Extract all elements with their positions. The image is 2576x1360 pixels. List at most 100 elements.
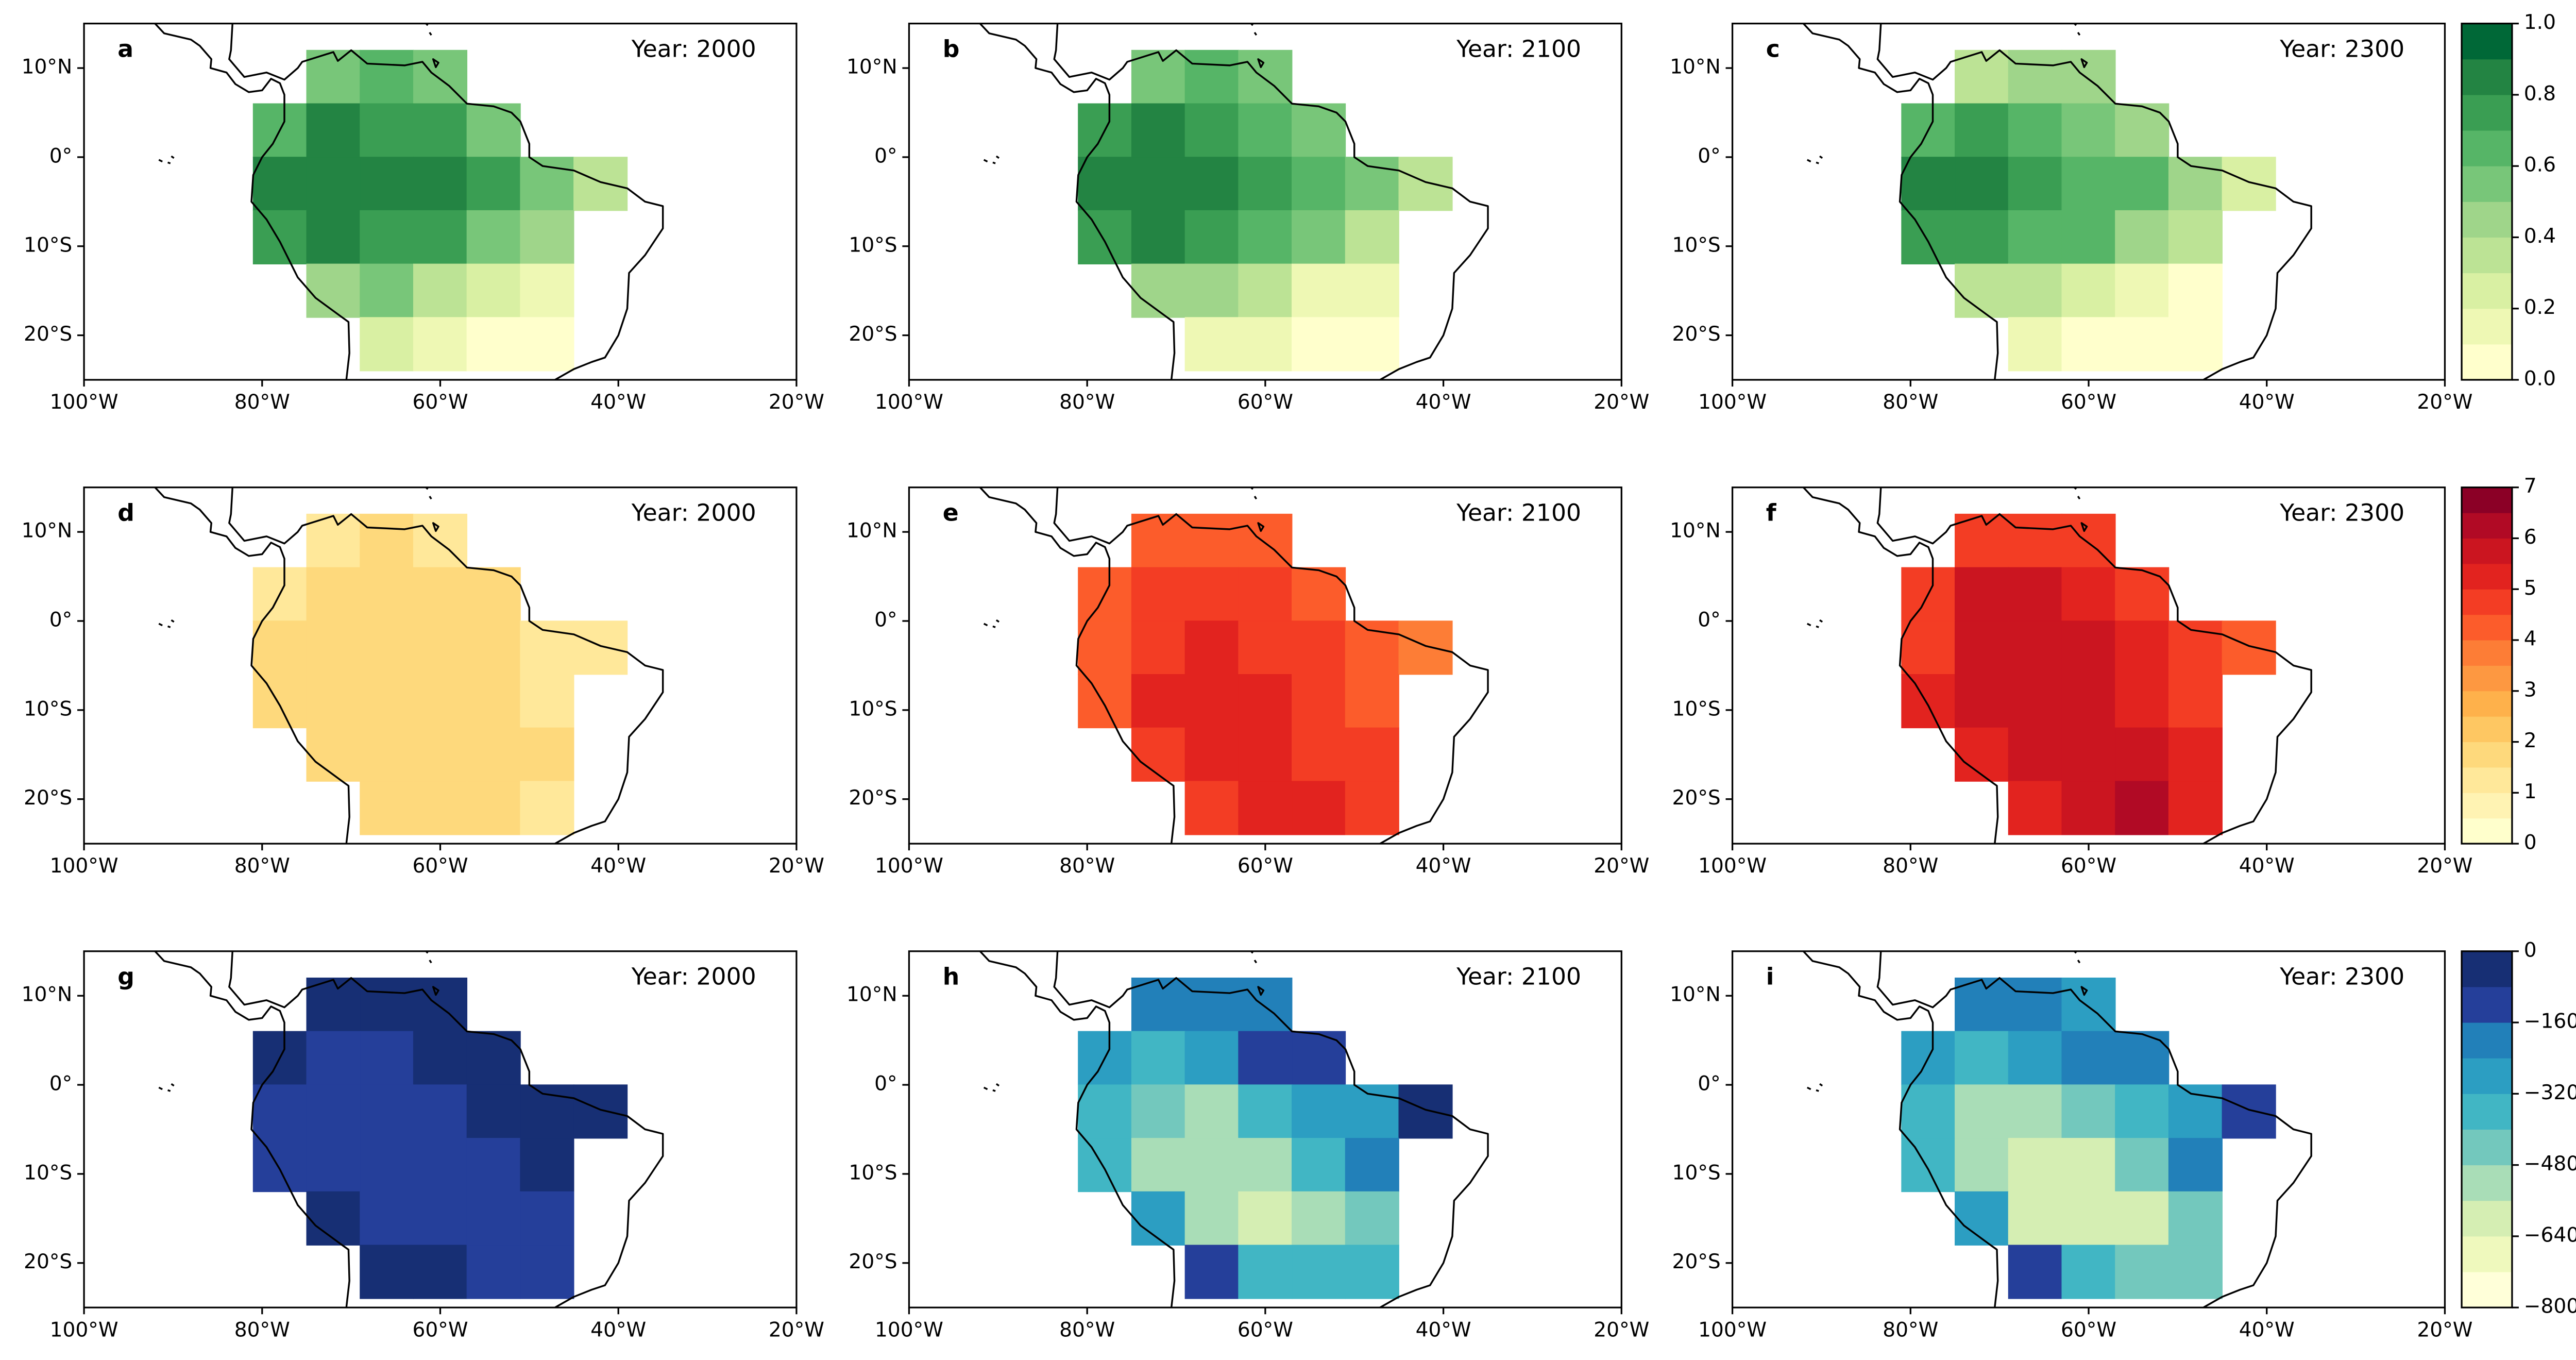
colorbar-tick-label: −320 [2524,1081,2576,1104]
field-cell [360,674,414,729]
field-cell [306,727,361,782]
x-tick-label: 20°W [769,854,824,878]
field-cell [1292,1191,1346,1246]
field-cell [1292,1031,1346,1085]
y-tick-label: 20°S [1672,323,1721,346]
x-tick-label: 20°W [769,391,824,414]
panel-title: Year: 2100 [1456,499,1581,526]
field-cell [2008,317,2062,372]
field-cell [2115,567,2170,622]
field-cell [1345,1084,1399,1139]
field-cell [1238,1084,1293,1139]
field-cell [573,1084,628,1139]
field-cell [466,781,521,835]
field-cell [2008,1191,2062,1246]
field-cell [252,157,307,211]
x-tick-label: 100°W [875,854,943,878]
map-panel [975,23,1489,380]
field-cell [466,567,521,622]
field-cell [1131,157,1186,211]
x-tick-label: 100°W [50,391,118,414]
field-cell [520,1191,574,1246]
field-cell [466,103,521,158]
panel-title: Year: 2100 [1456,963,1581,990]
field-cell [306,620,361,675]
field-cell [2168,1245,2223,1299]
field-cell [1955,263,2009,318]
field-cell [2061,781,2116,835]
colorbar-tick-label: 2 [2524,729,2537,752]
field-cell [2008,1138,2062,1193]
field-cell [1131,263,1186,318]
field-cell [1184,263,1239,318]
y-tick-label: 0° [1698,1072,1720,1096]
y-tick-label: 10°N [22,983,73,1006]
x-tick-label: 80°W [1059,1318,1115,1341]
field-cell [1184,781,1239,835]
colorbar-segment [2461,742,2513,768]
field-cell [1238,157,1293,211]
colorbar-segment [2461,1236,2513,1272]
x-tick-label: 60°W [412,854,468,878]
field-cell [520,620,574,675]
x-tick-label: 80°W [1883,1318,1938,1341]
field-cell [1955,210,2009,265]
field-cell [2115,1084,2170,1139]
y-tick-label: 10°S [849,697,897,720]
y-tick-label: 0° [874,608,897,631]
x-tick-label: 60°W [2061,1318,2116,1341]
field-cell [1184,1245,1239,1299]
colorbar-tick-label: 6 [2524,526,2537,549]
y-tick-label: 10°S [849,233,897,257]
field-cell [466,317,521,372]
field-cell [1398,157,1453,211]
panel-title: Year: 2000 [631,35,756,62]
field-cell [520,781,574,835]
y-tick-label: 20°S [1672,786,1721,810]
field-cell [413,1245,468,1299]
field-cell [1238,567,1293,622]
colorbar-segment [2461,640,2513,666]
y-tick-label: 10°N [1670,519,1721,543]
field-cell [1955,1084,2009,1139]
field-cell [1184,210,1239,265]
field-cell [1292,1138,1346,1193]
y-tick-label: 10°N [1670,56,1721,79]
field-cell [1345,620,1399,675]
field-cell [252,620,307,675]
field-cell [1238,317,1293,372]
colorbar-segment [2461,1022,2513,1059]
field-cell [1955,727,2009,782]
field-cell [1345,263,1399,318]
x-tick-label: 20°W [1594,391,1649,414]
y-tick-label: 20°S [24,786,72,810]
colorbar-segment [2461,237,2513,274]
field-cell [413,210,468,265]
panel-label: a [117,35,133,62]
field-cell [2061,674,2116,729]
y-tick-label: 10°N [846,519,897,543]
map-panel [1798,951,2312,1308]
field-cell [1184,1084,1239,1139]
x-tick-label: 60°W [2061,391,2116,414]
field-cell [1131,727,1186,782]
field-cell [2115,263,2170,318]
map-panel [1798,23,2312,380]
field-cell [1131,1031,1186,1085]
field-cell [1238,1031,1293,1085]
colorbar-tick-label: 1.0 [2524,11,2556,34]
field-cell [2061,727,2116,782]
y-tick-label: 0° [49,608,72,631]
colorbar-segment [2461,1057,2513,1094]
panel-title: Year: 2100 [1456,35,1581,62]
field-cell [2115,1191,2170,1246]
field-cell [2008,1031,2062,1085]
field-cell [306,49,361,104]
y-tick-label: 0° [874,1072,897,1096]
field-cell [1184,674,1239,729]
field-cell [413,103,468,158]
field-cell [1955,674,2009,729]
field-cell [1238,781,1293,835]
field-cell [1292,781,1346,835]
field-cell [306,157,361,211]
